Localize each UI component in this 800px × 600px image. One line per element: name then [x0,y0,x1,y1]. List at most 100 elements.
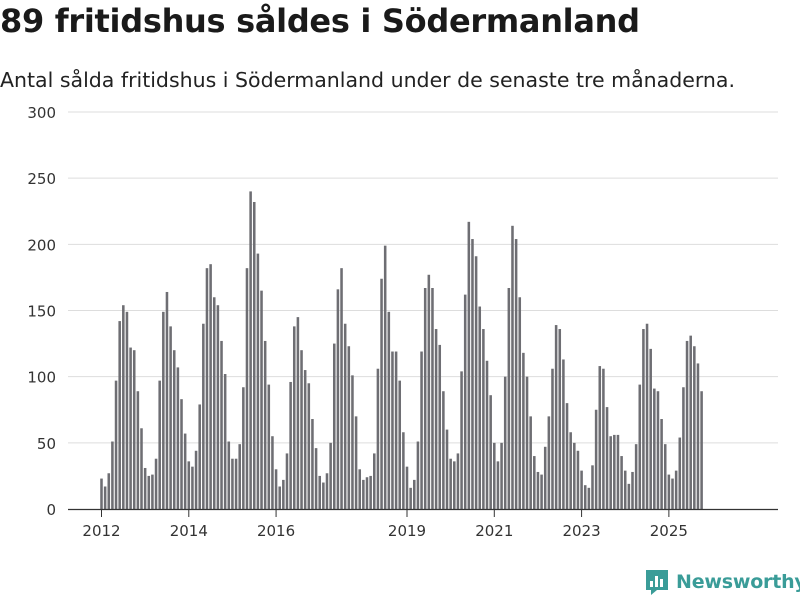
bar [169,326,172,509]
bar [656,391,660,509]
bar [205,268,209,509]
bar [274,469,278,509]
bar [216,305,220,509]
bar [482,329,485,509]
bar [347,346,351,509]
bar [580,470,583,509]
bar [598,366,602,509]
bar [322,482,325,509]
bar [332,343,336,509]
bar [427,274,431,509]
bar [285,453,289,509]
bar [358,469,362,509]
bar-chart: 0 50 100 150 200 250 300 2012 2014 2016 2019 2021 20… [27,0,778,540]
bar [245,268,249,509]
bar [514,239,518,510]
bar [260,290,263,509]
bar [416,441,420,509]
bar [671,478,674,509]
bar [176,367,180,509]
bar [543,446,547,509]
bar [438,344,442,509]
bar [660,419,663,509]
bar [518,297,522,509]
bar [103,486,107,509]
x-tick-label: 2012 [82,522,120,540]
bar [503,376,507,509]
bar [623,470,627,509]
bar [198,404,201,509]
bar [460,371,463,509]
bar [212,297,216,509]
bar [311,419,314,509]
bar [242,387,245,509]
bar [500,442,503,509]
bar [289,381,292,509]
y-tick-label: 300 [27,104,56,122]
bar [587,487,591,509]
bar [620,456,623,509]
bar [267,384,271,509]
x-tick-label: 2016 [257,522,295,540]
bar [540,474,543,509]
bar [143,467,147,509]
bar [292,326,296,509]
chart-title: 89 fritidshus såldes i Södermanland [0,2,640,40]
bar [187,461,191,509]
bar [507,288,511,509]
bar [431,288,434,509]
bar [583,485,587,509]
bar [180,399,183,509]
bar [369,475,372,509]
bar [231,458,234,509]
x-tick-label: 2023 [562,522,600,540]
bar [191,466,194,509]
bar [351,375,354,509]
chart-subtitle: Antal sålda fritidshus i Södermanland un… [0,68,735,92]
bar [172,350,176,509]
bar [263,340,267,509]
bar [485,360,489,509]
bar [522,352,525,509]
brand-name: Newsworthy [676,571,800,593]
bar [398,380,402,509]
y-tick-label: 200 [27,236,56,254]
bar [605,407,609,509]
bar [413,479,416,509]
bar [238,444,241,509]
bar [420,351,423,509]
bar [533,456,536,509]
bar [202,323,205,509]
bar [194,450,198,509]
bar [129,347,132,509]
bar [631,471,634,509]
x-tick-label: 2014 [170,522,208,540]
bar [496,461,500,509]
x-tick-label: 2025 [650,522,688,540]
bar [674,470,678,509]
bar [307,383,311,509]
bar [391,351,394,509]
bar [318,475,321,509]
bar [467,221,471,509]
bar [147,475,151,509]
bar [340,268,343,509]
y-tick-label: 100 [27,369,56,387]
bar [383,245,387,509]
bar [423,288,427,509]
bar [278,486,281,509]
bar [445,429,449,509]
bar [569,432,572,509]
bar [576,450,580,509]
bar [209,264,212,509]
brand-logo: Newsworthy [644,568,800,596]
bar [362,479,365,509]
y-tick-label: 0 [46,501,56,519]
bar [165,291,169,509]
bar [220,340,223,509]
bar [227,441,231,509]
bar [602,368,605,509]
bar [122,305,125,509]
bar [125,311,129,509]
bar [638,384,642,509]
